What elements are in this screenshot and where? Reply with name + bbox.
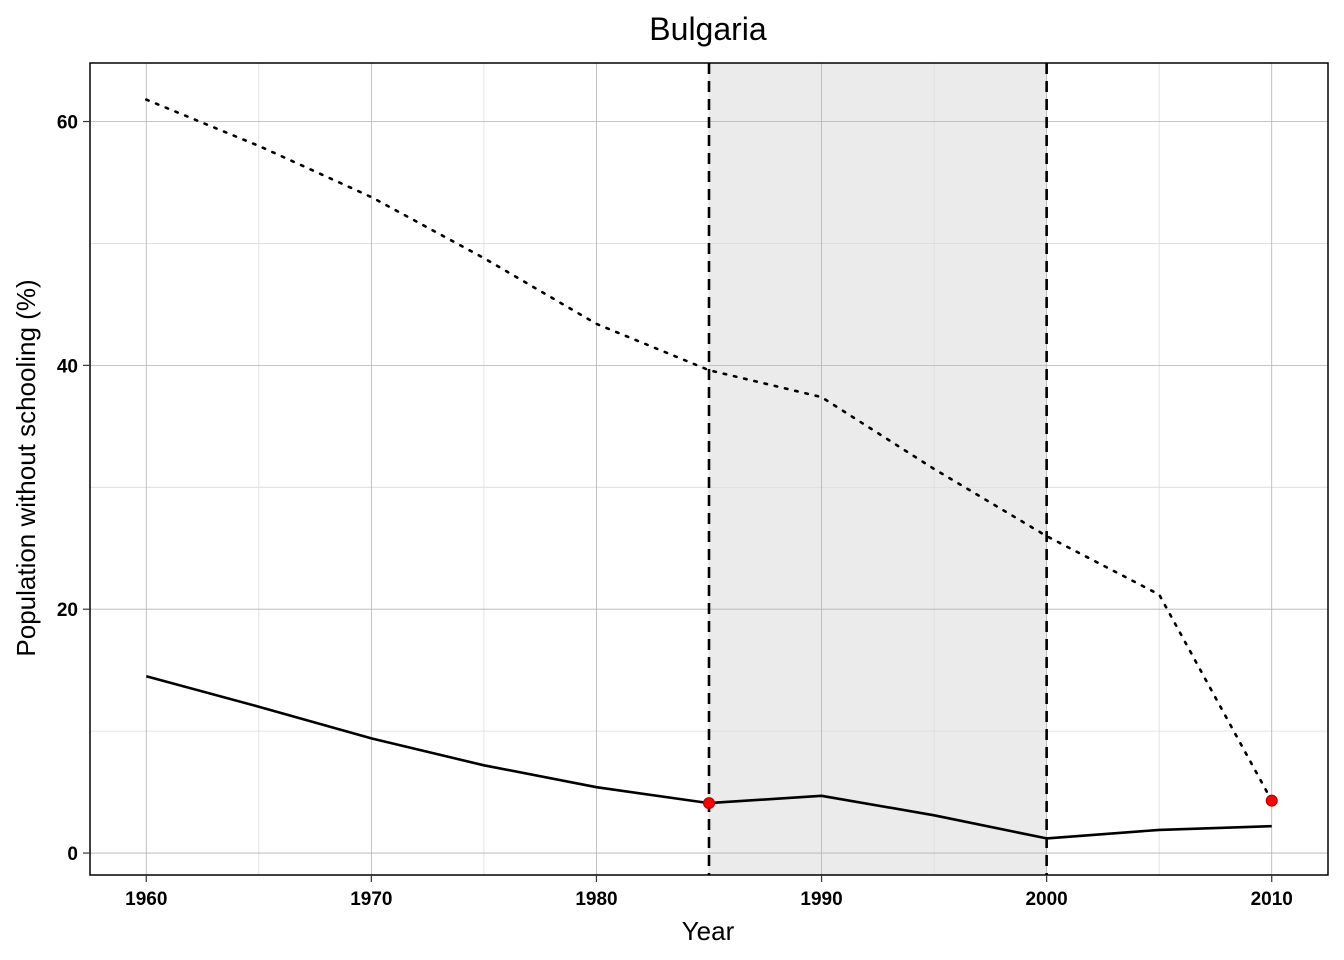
y-tick-label: 0 — [67, 844, 78, 865]
highlight-point — [1265, 794, 1278, 807]
y-tick-label: 60 — [57, 113, 78, 134]
y-axis-title: Population without schooling (%) — [11, 279, 41, 656]
chart-title: Bulgaria — [649, 11, 767, 47]
x-tick-label: 1960 — [125, 889, 167, 910]
panel-border — [89, 62, 1329, 876]
x-tick-label: 1990 — [800, 889, 842, 910]
highlight-point — [703, 797, 715, 810]
x-axis-title: Year — [682, 916, 735, 946]
highlight-points-layer — [703, 794, 1278, 810]
x-axis-ticks: 1960 1970 1980 1990 2000 2010 — [125, 875, 1293, 910]
plot-frame — [89, 62, 1329, 876]
y-tick-label: 40 — [57, 356, 78, 377]
y-tick-label: 20 — [57, 600, 78, 621]
x-tick-label: 1970 — [350, 889, 392, 910]
shaded-region-layer — [709, 63, 1047, 875]
y-axis-ticks: 0 20 40 60 — [57, 113, 90, 865]
vertical-lines-layer — [707, 63, 1048, 875]
x-tick-label: 1980 — [575, 889, 617, 910]
x-tick-label: 2000 — [1025, 889, 1067, 910]
x-tick-label: 2010 — [1251, 889, 1293, 910]
shaded-region — [709, 63, 1047, 875]
